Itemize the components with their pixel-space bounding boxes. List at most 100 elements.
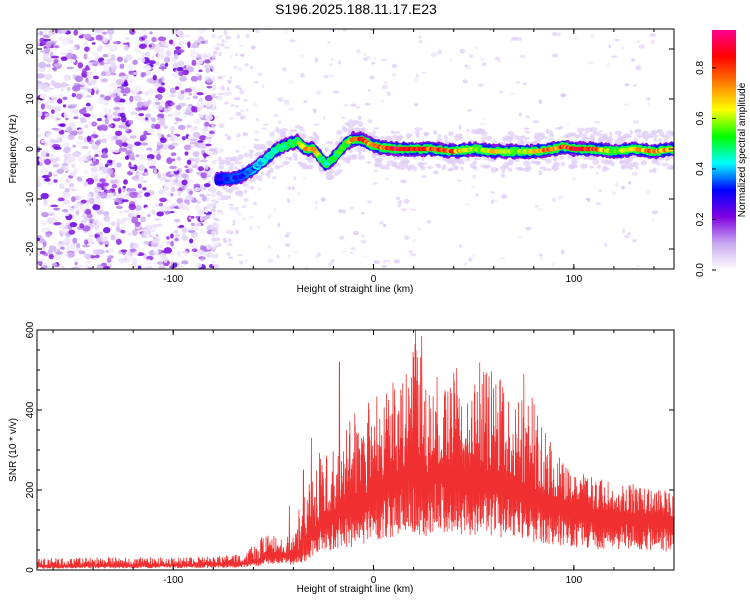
halo-cell <box>481 136 485 141</box>
noise-cell <box>131 216 138 224</box>
noise-cell <box>109 179 118 185</box>
noise-cell <box>340 209 347 214</box>
noise-cell <box>121 121 127 127</box>
noise-cell <box>130 211 139 217</box>
noise-cell <box>538 99 543 104</box>
halo-cell <box>397 135 402 142</box>
noise-cell <box>84 239 89 246</box>
noise-cell <box>165 50 172 57</box>
noise-cell <box>175 46 182 50</box>
halo-cell <box>531 160 536 165</box>
noise-cell <box>216 97 223 101</box>
noise-cell <box>211 227 216 232</box>
noise-cell <box>573 36 580 41</box>
halo-cell <box>545 128 550 135</box>
noise-cell <box>239 109 245 112</box>
noise-cell <box>106 134 112 139</box>
noise-cell <box>213 106 217 110</box>
noise-cell <box>146 153 155 160</box>
halo-cell <box>218 162 225 165</box>
halo-cell <box>634 128 639 133</box>
noise-cell <box>197 74 202 81</box>
noise-cell <box>38 61 47 69</box>
noise-cell <box>65 83 71 87</box>
noise-cell <box>170 152 177 157</box>
noise-cell <box>129 135 137 139</box>
noise-cell <box>40 192 49 200</box>
noise-cell <box>189 238 194 244</box>
halo-cell <box>590 156 598 160</box>
noise-cell <box>156 211 164 217</box>
noise-cell <box>328 262 333 267</box>
noise-cell <box>157 113 165 119</box>
halo-cell <box>609 161 615 167</box>
halo-cell <box>442 157 446 161</box>
noise-cell <box>477 83 484 87</box>
noise-cell <box>108 248 115 254</box>
noise-cell <box>75 242 81 249</box>
noise-cell <box>333 90 340 94</box>
halo-cell <box>220 197 228 201</box>
noise-cell <box>241 145 246 149</box>
noise-cell <box>356 48 361 54</box>
noise-cell <box>187 230 196 233</box>
noise-cell <box>395 197 401 201</box>
noise-cell <box>45 104 54 110</box>
noise-cell <box>205 114 214 121</box>
noise-cell <box>61 229 67 234</box>
noise-cell <box>110 46 119 51</box>
noise-cell <box>113 162 117 169</box>
noise-cell <box>211 35 217 39</box>
noise-cell <box>112 111 119 117</box>
noise-cell <box>360 239 367 244</box>
noise-cell <box>635 265 640 268</box>
noise-cell <box>116 162 122 168</box>
halo-cell <box>510 134 516 138</box>
noise-cell <box>152 150 160 154</box>
noise-cell <box>146 78 154 84</box>
halo-cell <box>228 165 234 171</box>
noise-cell <box>173 110 181 117</box>
noise-cell <box>227 79 231 84</box>
halo-cell <box>559 155 565 160</box>
spectrogram-x-axis-label: Height of straight line (km) <box>297 284 414 295</box>
noise-cell <box>37 181 43 188</box>
noise-cell <box>411 238 417 244</box>
noise-cell <box>59 123 66 128</box>
noise-cell <box>108 82 118 88</box>
noise-cell <box>297 191 301 196</box>
noise-cell <box>227 242 233 247</box>
noise-cell <box>118 195 127 199</box>
noise-cell <box>205 68 210 74</box>
noise-cell <box>229 75 233 80</box>
noise-cell <box>132 229 138 236</box>
noise-cell <box>177 60 181 64</box>
noise-cell <box>62 104 67 108</box>
noise-cell <box>185 194 194 201</box>
halo-cell <box>314 135 320 142</box>
noise-cell <box>94 140 101 145</box>
spectrogram-x-tick-label: 100 <box>565 274 582 285</box>
noise-cell <box>141 116 146 124</box>
noise-cell <box>137 164 146 172</box>
noise-cell <box>98 150 102 158</box>
noise-cell <box>124 44 129 51</box>
noise-cell <box>594 120 601 124</box>
halo-cell <box>670 132 674 137</box>
snr-y-axis-label: SNR (10 * v/v) <box>8 418 19 482</box>
noise-cell <box>314 57 319 63</box>
halo-cell <box>274 164 280 170</box>
halo-cell <box>656 162 661 166</box>
noise-cell <box>137 183 142 189</box>
noise-cell <box>652 217 655 221</box>
noise-cell <box>165 179 170 183</box>
noise-cell <box>136 179 144 186</box>
noise-cell <box>86 135 92 142</box>
noise-cell <box>205 193 212 197</box>
noise-cell <box>383 258 387 264</box>
noise-cell <box>100 182 110 187</box>
halo-cell <box>592 159 600 165</box>
noise-cell <box>128 70 134 75</box>
noise-cell <box>102 65 109 72</box>
noise-cell <box>71 188 77 192</box>
